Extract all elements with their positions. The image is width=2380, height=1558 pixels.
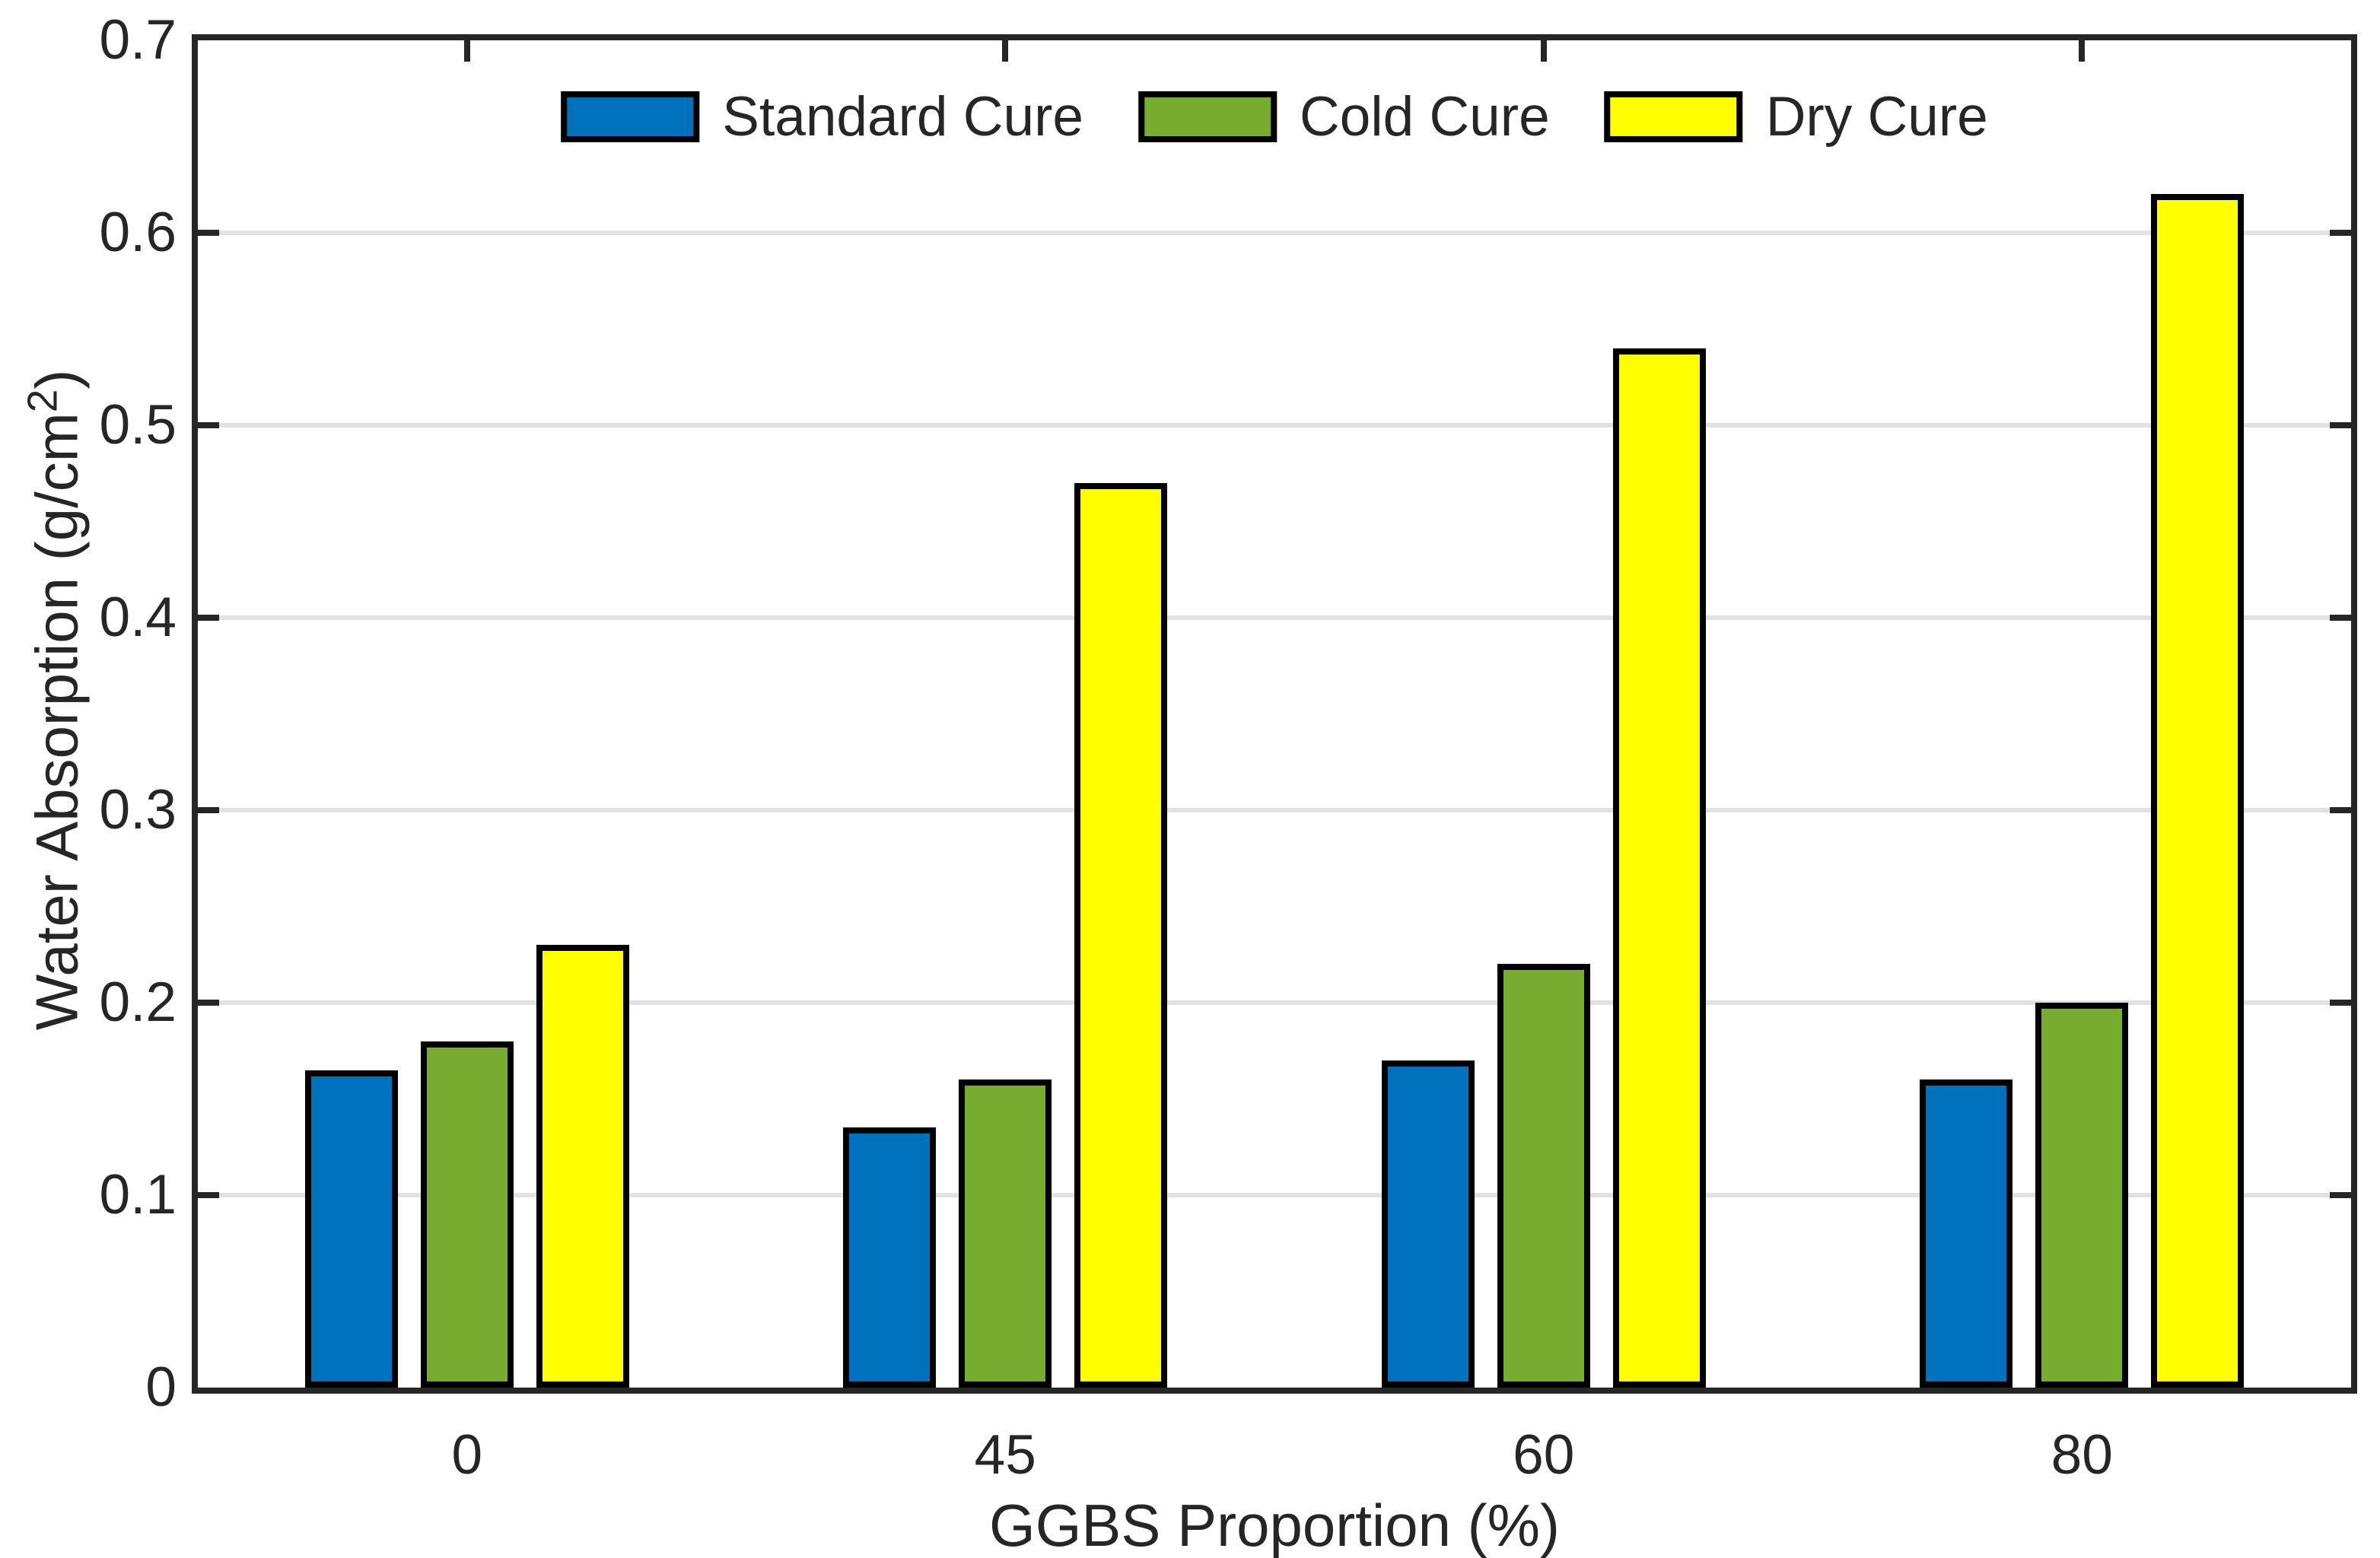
bar-dry-cure-0 — [536, 945, 629, 1388]
legend-item-dry-cure: Dry Cure — [1604, 86, 1988, 148]
y-tick-left-0.6 — [198, 230, 219, 236]
bar-cold-cure-80 — [2035, 1003, 2129, 1388]
gridline-y-0.1 — [198, 1193, 2351, 1197]
legend-label-standard-cure: Standard Cure — [722, 86, 1084, 148]
y-tick-right-0.5 — [2330, 422, 2351, 428]
x-tick-top-0 — [463, 40, 470, 62]
legend-item-standard-cure: Standard Cure — [561, 89, 1083, 145]
gridline-y-0.6 — [198, 231, 2351, 235]
y-tick-left-0.2 — [198, 1000, 219, 1006]
bar-dry-cure-80 — [2151, 194, 2245, 1388]
y-tick-label-0.4: 0.4 — [99, 587, 177, 648]
legend-label-dry-cure: Dry Cure — [1765, 86, 1988, 148]
x-tick-top-80 — [2079, 40, 2086, 62]
y-tick-label-0.1: 0.1 — [99, 1164, 177, 1226]
x-tick-label-45: 45 — [974, 1424, 1036, 1486]
y-tick-right-0.6 — [2330, 230, 2351, 236]
bar-cold-cure-45 — [959, 1079, 1052, 1388]
y-tick-right-0.3 — [2330, 807, 2351, 813]
bar-standard-cure-60 — [1381, 1060, 1475, 1388]
gridline-y-0.2 — [198, 1000, 2351, 1005]
legend-item-cold-cure: Cold Cure — [1138, 89, 1550, 145]
legend-swatch-cold-cure — [1138, 91, 1278, 142]
gridline-y-0.4 — [198, 615, 2351, 620]
legend-swatch-dry-cure — [1604, 91, 1743, 142]
bar-standard-cure-80 — [1920, 1079, 2013, 1388]
x-tick-top-60 — [1540, 40, 1547, 62]
gridline-y-0.3 — [198, 808, 2351, 812]
y-tick-right-0.1 — [2330, 1192, 2351, 1198]
y-tick-label-0.7: 0.7 — [99, 9, 177, 71]
gridline-y-0.5 — [198, 423, 2351, 428]
y-tick-label-0.2: 0.2 — [99, 971, 177, 1033]
x-tick-label-60: 60 — [1513, 1424, 1575, 1486]
y-axis-label: Water Absorption (g/cm2) — [18, 370, 92, 1031]
bar-standard-cure-0 — [304, 1070, 398, 1388]
y-tick-label-0.5: 0.5 — [99, 394, 177, 456]
y-tick-left-0.1 — [198, 1192, 219, 1198]
bar-dry-cure-60 — [1612, 348, 1706, 1388]
legend-label-cold-cure: Cold Cure — [1300, 86, 1550, 148]
x-axis-label: GGBS Proportion (%) — [989, 1492, 1560, 1558]
y-tick-label-0.3: 0.3 — [99, 779, 177, 841]
legend-swatch-standard-cure — [561, 91, 700, 142]
plot-area: Standard Cure Cold Cure Dry Cure — [192, 34, 2357, 1394]
x-tick-top-45 — [1002, 40, 1009, 62]
legend: Standard Cure Cold Cure Dry Cure — [561, 89, 1988, 145]
y-tick-label-0: 0 — [145, 1356, 177, 1418]
x-tick-label-80: 80 — [2051, 1424, 2113, 1486]
y-tick-label-0.6: 0.6 — [99, 202, 177, 263]
y-axis-label-close: ) — [23, 369, 91, 390]
bar-cold-cure-0 — [420, 1041, 514, 1388]
bar-dry-cure-45 — [1074, 482, 1168, 1388]
y-tick-right-0.4 — [2330, 615, 2351, 621]
y-tick-left-0.5 — [198, 422, 219, 428]
y-tick-left-0.4 — [198, 615, 219, 621]
y-tick-right-0.2 — [2330, 1000, 2351, 1006]
y-tick-left-0.3 — [198, 807, 219, 813]
y-axis-label-text: Water Absorption (g/cm — [23, 412, 91, 1031]
x-tick-label-0: 0 — [451, 1424, 483, 1486]
bar-standard-cure-45 — [843, 1127, 937, 1388]
bar-cold-cure-60 — [1497, 964, 1590, 1388]
